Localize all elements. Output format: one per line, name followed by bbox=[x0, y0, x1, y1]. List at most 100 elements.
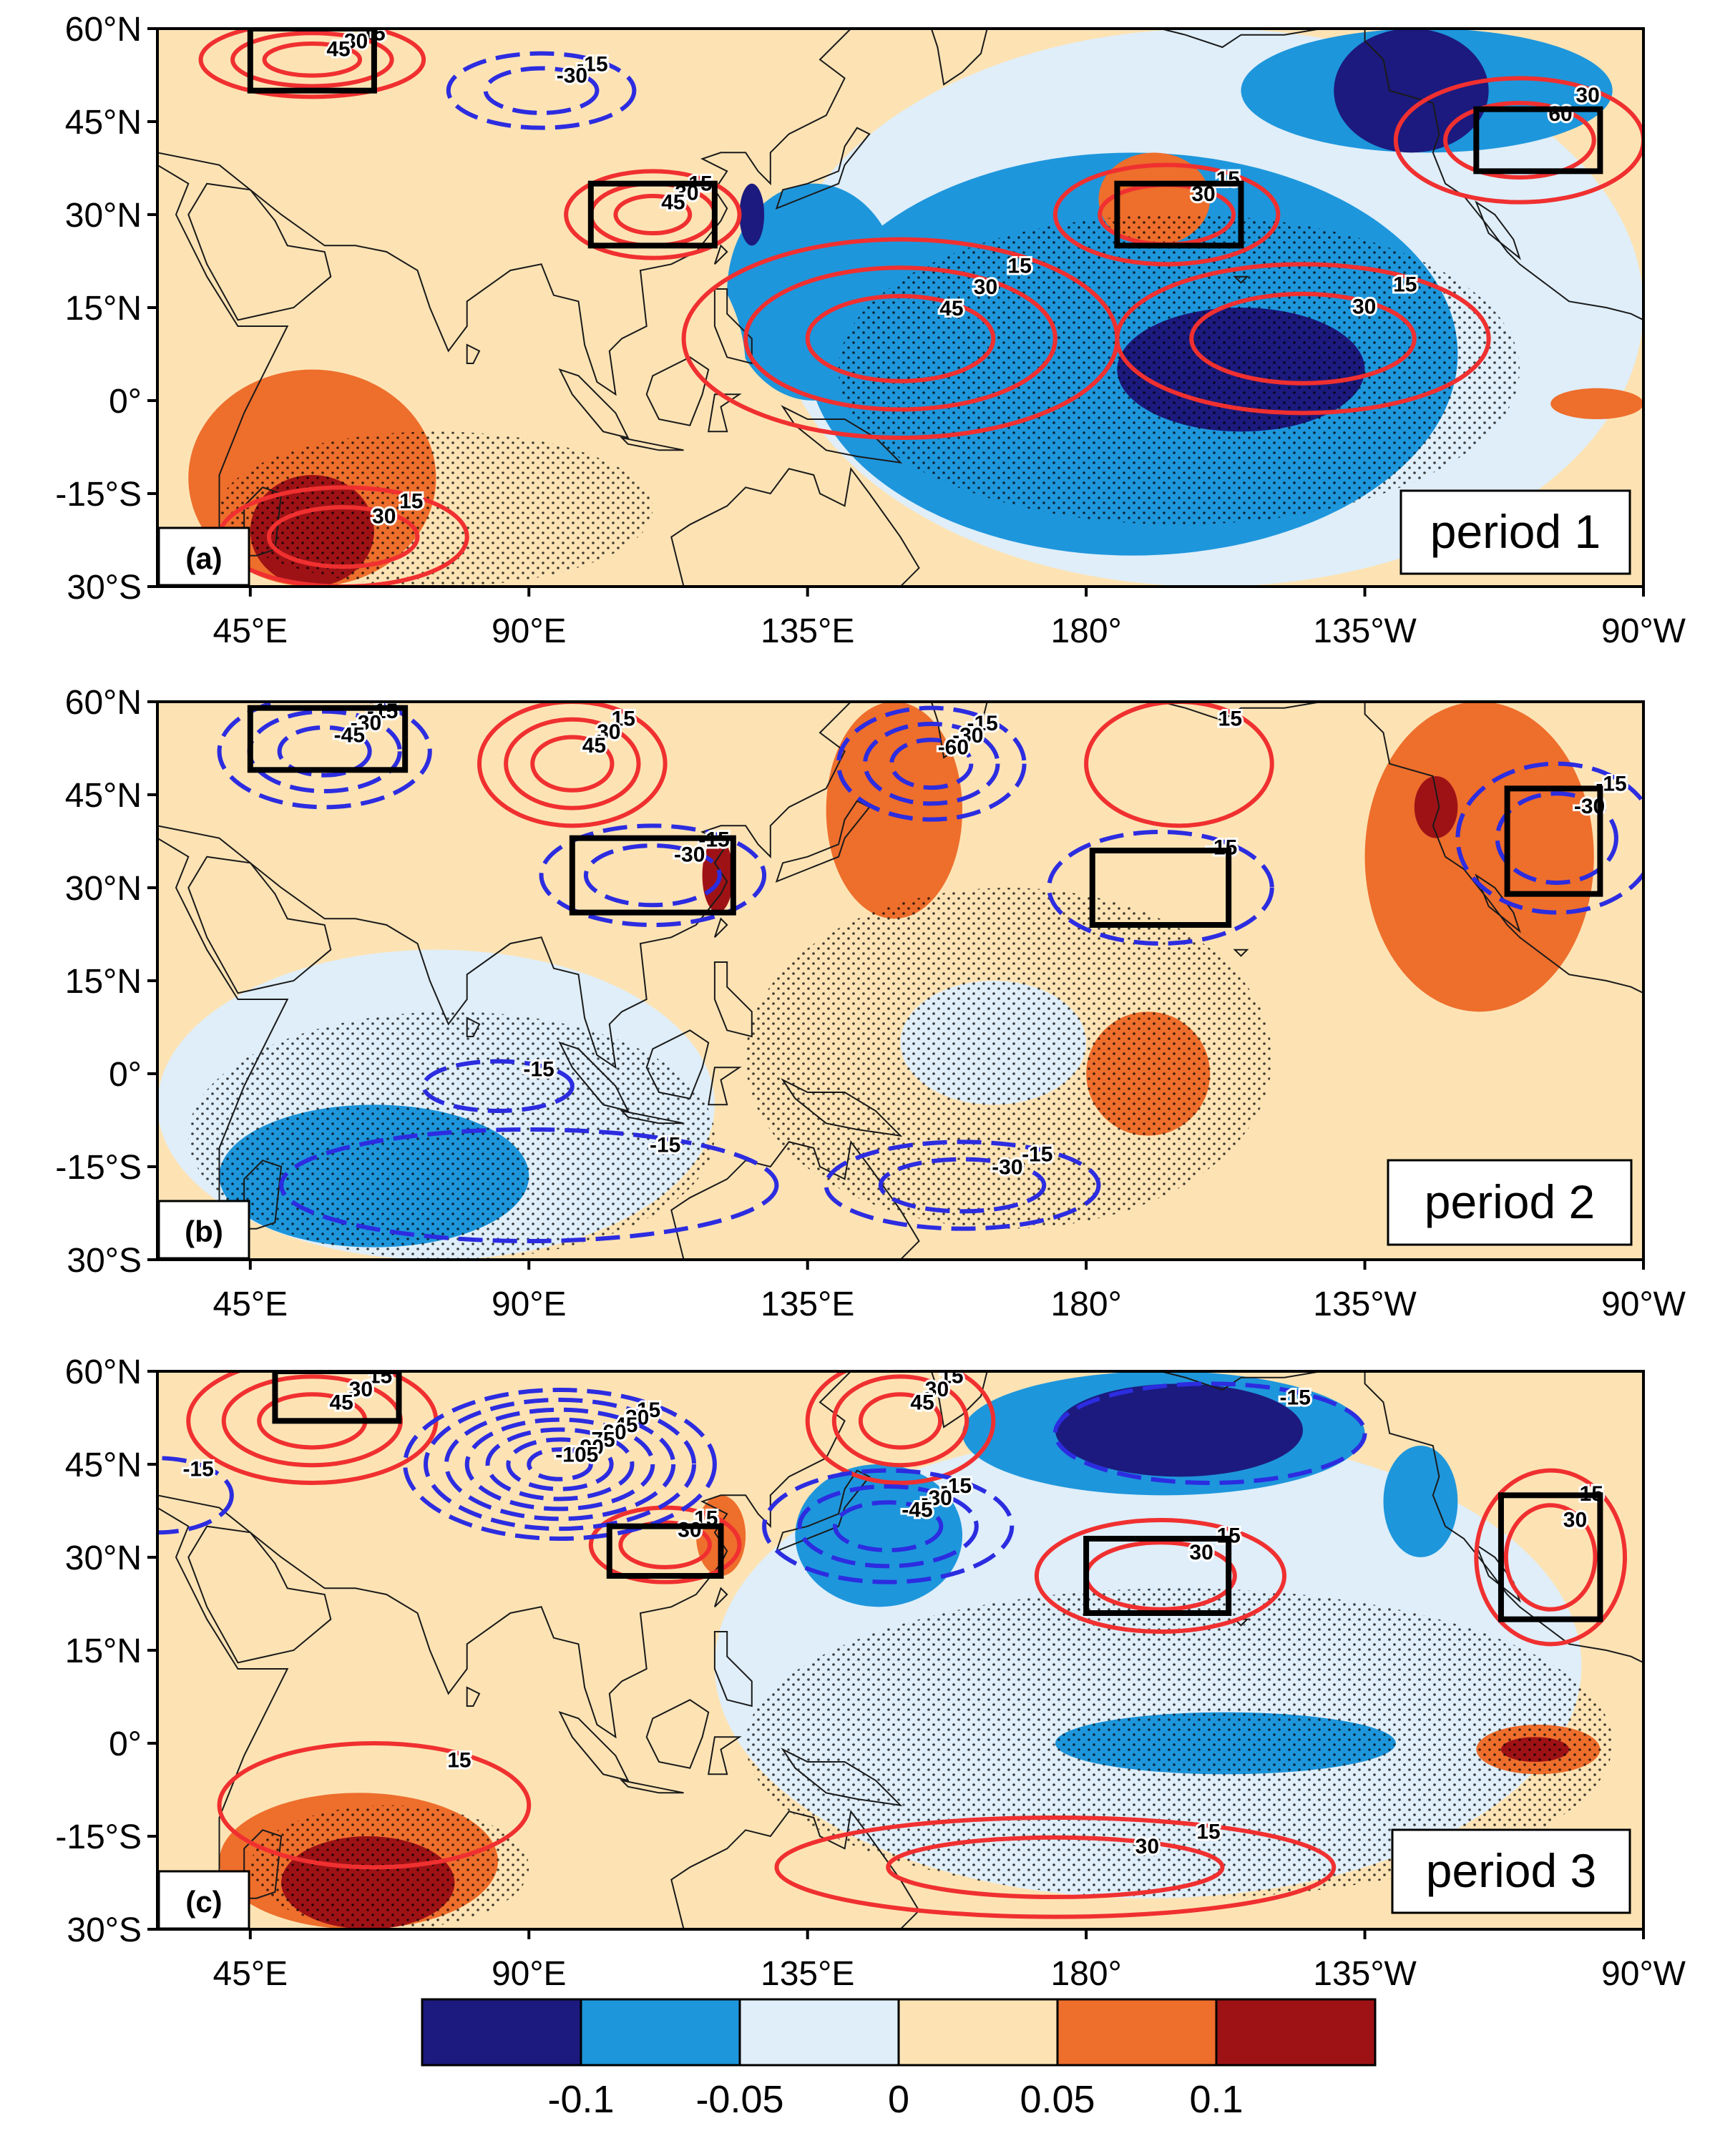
panel-a-ytick-label-15: 15°N bbox=[65, 290, 142, 328]
colorbar-segment-2 bbox=[738, 1998, 900, 2067]
colorbar-tick-label-1: -0.05 bbox=[695, 2078, 783, 2121]
panel-c-contour-1-30 bbox=[618, 1520, 712, 1569]
panel-c-contour-label-0-30: 30 bbox=[349, 1378, 373, 1401]
panel-a-contour-label-1-45: 45 bbox=[661, 191, 685, 215]
panel-c-contour-4-30 bbox=[1503, 1503, 1598, 1612]
panel-c-contour-2-30 bbox=[831, 1374, 969, 1468]
panel-b-land-sri-lanka bbox=[466, 1016, 481, 1037]
panel-c-land-borneo bbox=[645, 1699, 710, 1769]
colorbar-segment-5 bbox=[1215, 1998, 1377, 2067]
panel-a-ytick-label--15: -15°S bbox=[55, 476, 142, 514]
colorbar-tick-label-2: 0 bbox=[888, 2078, 909, 2121]
panel-c-contour-label-2-30: 30 bbox=[925, 1378, 949, 1401]
panel-b-xtick-label-45: 45°E bbox=[213, 1285, 288, 1323]
colorbar-segment-4 bbox=[1056, 1998, 1218, 2067]
panel-a-contour-1-15 bbox=[564, 169, 742, 260]
panel-b-contour-0-30 bbox=[504, 717, 641, 810]
panel-b-contour-3-30 bbox=[583, 843, 722, 908]
panel-b-land-eurasia bbox=[157, 702, 852, 1069]
panel-a-xtick-label-45: 45°E bbox=[213, 612, 288, 650]
panel-c-shade-3 bbox=[1055, 1383, 1304, 1477]
panel-c-contour-10-15 bbox=[157, 1456, 234, 1535]
panel-c-contour-7-90 bbox=[506, 1437, 614, 1491]
panel-b-contour-4-15 bbox=[1047, 830, 1274, 946]
panel-a-land-hawaii bbox=[1233, 275, 1249, 284]
panel-b-land-sulawesi bbox=[708, 1067, 742, 1106]
panel-a-xtick-label-270: 90°W bbox=[1601, 612, 1686, 650]
panel-a-land-arabia bbox=[187, 182, 332, 321]
panel-a-contour-label-6-15: 15 bbox=[1393, 273, 1417, 296]
panel-b-xtick-label-90: 90°E bbox=[492, 1285, 567, 1323]
panel-a-box-3 bbox=[1473, 106, 1603, 175]
panel-b-ytick-label-45: 45°N bbox=[65, 777, 142, 815]
panel-a-shade-7 bbox=[739, 183, 765, 246]
panel-a-contour-3-60 bbox=[1443, 101, 1596, 180]
panel-b-contour-label-0-45: 45 bbox=[582, 734, 606, 758]
panel-a-contour-label-3-30: 30 bbox=[1575, 84, 1599, 107]
panel-b-contour-label-2-45: -45 bbox=[334, 723, 365, 747]
panel-b-ytick-label-0: 0° bbox=[109, 1056, 142, 1094]
panel-c-ytick-label--15: -15°S bbox=[55, 1818, 142, 1856]
panel-a-contour-7-15 bbox=[446, 51, 637, 130]
panel-c-contour-label-10-15: -15 bbox=[182, 1457, 213, 1481]
panel-b-contour-6-60 bbox=[889, 738, 974, 790]
panel-a-contour-label-5-15: 15 bbox=[399, 490, 423, 514]
panel-c-land-arabia bbox=[187, 1525, 332, 1664]
panel-a-contour-0-15 bbox=[198, 29, 426, 99]
panel-a-ytick-label-30: 30°N bbox=[65, 197, 142, 235]
panel-a-contour-6-15 bbox=[1115, 262, 1491, 416]
panel-c-contour-8-15 bbox=[762, 1468, 1015, 1584]
panel-c-contour-label-4-30: 30 bbox=[1563, 1508, 1587, 1532]
panel-c: 153045153015304515301530151530-15-30-45-… bbox=[55, 1353, 1686, 1993]
panel-a-contour-0-30 bbox=[230, 31, 394, 89]
panel-b-contour-0-45 bbox=[530, 735, 615, 793]
panel-b-title-box: period 2 bbox=[1387, 1159, 1633, 1246]
panel-b-shade-4 bbox=[1364, 702, 1594, 1012]
panel-c-contour-label-0-45: 45 bbox=[329, 1391, 353, 1414]
panel-b-label: (b) bbox=[185, 1215, 223, 1248]
panel-b-land-philippines bbox=[713, 961, 753, 1038]
panel-a-land-new-guinea bbox=[781, 405, 903, 464]
panel-a-ytick-label--30: 30°S bbox=[67, 569, 142, 607]
panel-c-contour-2-15 bbox=[805, 1371, 996, 1485]
panel-c-axes: 45°E 90°E 135°E 180° 135°W 90°W60°N45°N30°N15… bbox=[55, 1353, 1686, 1993]
panel-a-contour-label-7-30: -30 bbox=[557, 64, 587, 87]
panel-a-box-2 bbox=[1114, 180, 1244, 249]
panel-b-contour-1-15 bbox=[1084, 702, 1274, 828]
panel-b-label-box: (b) bbox=[157, 1200, 250, 1260]
panel-c-contour-8-45 bbox=[833, 1500, 944, 1553]
panel-c-contour-1-15 bbox=[588, 1505, 742, 1584]
panel-c-xtick-label-90: 90°E bbox=[492, 1955, 567, 1993]
panel-b-contour-7-15 bbox=[421, 1059, 575, 1114]
panel-a-label-box: (a) bbox=[157, 526, 250, 587]
panel-a-contour-label-3-60: 60 bbox=[1548, 102, 1572, 126]
panel-c-land-taiwan bbox=[713, 1587, 728, 1608]
panel-a-contour-label-5-30: 30 bbox=[372, 504, 396, 528]
panel-c-land bbox=[157, 1371, 1643, 1929]
colorbar-segment-0 bbox=[421, 1998, 582, 2067]
panel-c-box-3 bbox=[1498, 1492, 1603, 1622]
panel-b-boxes bbox=[247, 705, 1603, 928]
panel-a-contour-4-45 bbox=[805, 293, 996, 383]
panel-b-box-2 bbox=[1089, 848, 1232, 928]
panel-b-ytick-label-15: 15°N bbox=[65, 963, 142, 1001]
panel-a-land-alaska bbox=[1160, 29, 1322, 49]
panel-c-contour-7-75 bbox=[485, 1427, 635, 1501]
panel-b-xtick-label-135: 135°E bbox=[761, 1285, 854, 1323]
panel-c-ytick-label-30: 30°N bbox=[65, 1539, 142, 1577]
panel-a-label: (a) bbox=[185, 542, 222, 575]
panel-a-land-baja bbox=[1475, 200, 1521, 260]
panel-a-land-taiwan bbox=[713, 244, 728, 265]
panel-c-contour-7-60 bbox=[464, 1417, 655, 1511]
panel-a-contour-1-45 bbox=[613, 194, 693, 235]
panel-c-boxes bbox=[272, 1371, 1603, 1622]
panel-b-contour-0-15 bbox=[477, 702, 668, 828]
panel-c-land-java bbox=[620, 1779, 684, 1794]
panel-a-box-1 bbox=[587, 180, 718, 249]
panel-b-contour-8-15 bbox=[824, 1140, 1101, 1231]
colorbar-segment-3 bbox=[897, 1998, 1059, 2067]
panel-a-land-australia bbox=[670, 466, 920, 587]
